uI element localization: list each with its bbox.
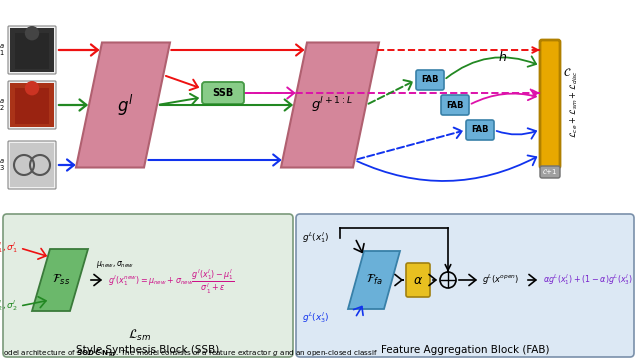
FancyBboxPatch shape xyxy=(202,82,244,104)
Bar xyxy=(10,83,54,127)
Polygon shape xyxy=(32,249,88,311)
Text: $g^L(x^{open})$: $g^L(x^{open})$ xyxy=(482,273,519,287)
FancyBboxPatch shape xyxy=(8,26,56,74)
Text: $h$: $h$ xyxy=(499,50,508,64)
Text: $x_3^a$: $x_3^a$ xyxy=(0,157,5,173)
Polygon shape xyxy=(348,251,400,309)
Text: Feature Aggregation Block (FAB): Feature Aggregation Block (FAB) xyxy=(381,345,549,355)
FancyBboxPatch shape xyxy=(540,40,560,168)
Text: $g^L(x_1^l)$: $g^L(x_1^l)$ xyxy=(302,230,330,246)
FancyBboxPatch shape xyxy=(466,120,494,140)
FancyBboxPatch shape xyxy=(540,166,560,178)
Text: $\mu_{new},\sigma_{new}$: $\mu_{new},\sigma_{new}$ xyxy=(96,260,134,270)
Text: $g^l(x_1^{new})=\mu_{new}+\sigma_{new}\dfrac{g^l(x_1^l)-\mu_1^l}{\sigma_1^l+\eps: $g^l(x_1^{new})=\mu_{new}+\sigma_{new}\d… xyxy=(108,268,235,296)
Text: $x_1^a$: $x_1^a$ xyxy=(0,42,5,58)
Bar xyxy=(10,143,54,187)
Text: $g^l$: $g^l$ xyxy=(116,93,133,118)
Text: FAB: FAB xyxy=(471,126,489,135)
Text: SSB: SSB xyxy=(212,88,234,98)
Text: Style Synthesis Block (SSB): Style Synthesis Block (SSB) xyxy=(76,345,220,355)
Text: $\alpha$: $\alpha$ xyxy=(413,274,423,287)
Bar xyxy=(10,28,54,72)
Bar xyxy=(15,88,49,124)
Text: $g^L(x_3^l)$: $g^L(x_3^l)$ xyxy=(302,311,330,325)
Text: $\mu_1^l,\sigma_1^l$: $\mu_1^l,\sigma_1^l$ xyxy=(0,240,18,256)
Text: $\mathcal{L}_{sm}$: $\mathcal{L}_{sm}$ xyxy=(129,328,152,343)
Bar xyxy=(15,33,49,69)
Text: $\mathcal{F}_{fa}$: $\mathcal{F}_{fa}$ xyxy=(367,273,383,287)
Circle shape xyxy=(25,81,39,95)
Text: FAB: FAB xyxy=(446,100,464,109)
FancyBboxPatch shape xyxy=(8,81,56,129)
Text: $x_2^a$: $x_2^a$ xyxy=(0,97,5,113)
Polygon shape xyxy=(76,42,170,167)
Text: $\alpha g^L(x_1^l)+(1-\alpha)g^L(x_3^l)$: $\alpha g^L(x_1^l)+(1-\alpha)g^L(x_3^l)$ xyxy=(543,273,633,287)
Text: $\mathcal{F}_{ss}$: $\mathcal{F}_{ss}$ xyxy=(52,273,70,287)
FancyBboxPatch shape xyxy=(296,214,634,357)
FancyBboxPatch shape xyxy=(3,214,293,357)
Polygon shape xyxy=(281,42,379,167)
Text: $\mathcal{L}_{ce}+\mathcal{L}_{sm}+\mathcal{L}_{disc}$: $\mathcal{L}_{ce}+\mathcal{L}_{sm}+\math… xyxy=(568,70,580,138)
Text: $\mathcal{C}$: $\mathcal{C}$ xyxy=(563,66,572,78)
FancyBboxPatch shape xyxy=(406,263,430,297)
Text: $g^{l+1:L}$: $g^{l+1:L}$ xyxy=(311,95,353,114)
FancyBboxPatch shape xyxy=(8,141,56,189)
Text: odel architecture of $\mathbf{SODC}$-$\mathbf{N_{RT}}$. The model consists of a : odel architecture of $\mathbf{SODC}$-$\m… xyxy=(3,349,378,359)
Text: FAB: FAB xyxy=(421,76,439,85)
Text: $\mathcal{C}$+1: $\mathcal{C}$+1 xyxy=(542,167,558,176)
FancyBboxPatch shape xyxy=(441,95,469,115)
FancyBboxPatch shape xyxy=(416,70,444,90)
Circle shape xyxy=(25,26,39,40)
Text: $\mu_2^l,\sigma_2^l$: $\mu_2^l,\sigma_2^l$ xyxy=(0,298,18,314)
